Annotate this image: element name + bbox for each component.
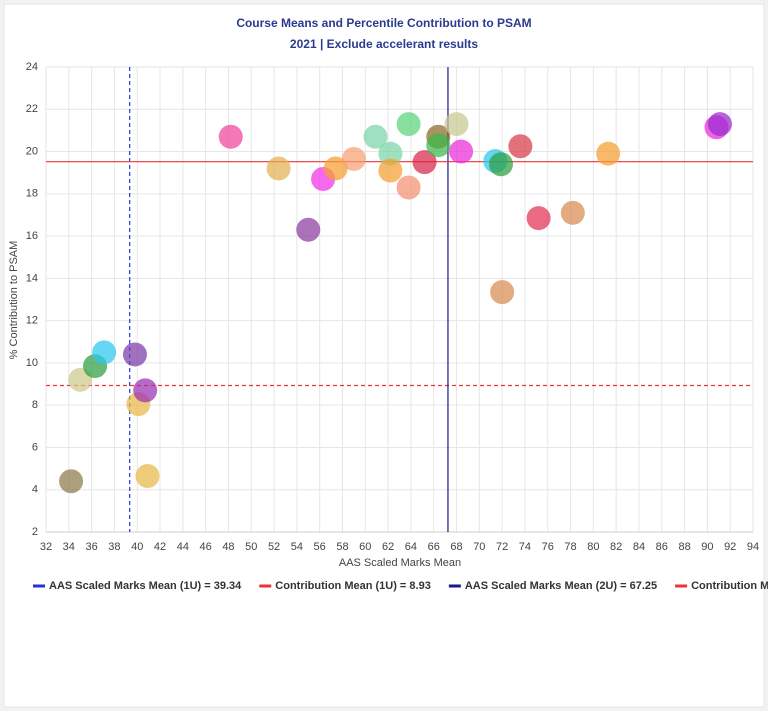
y-tick-label: 8 [32, 399, 38, 411]
y-tick-label: 18 [26, 188, 38, 200]
x-tick-label: 34 [63, 541, 75, 553]
point [59, 469, 84, 494]
point [596, 141, 621, 166]
point [323, 156, 348, 181]
x-tick-label: 46 [200, 541, 212, 553]
y-tick-label: 20 [26, 145, 38, 157]
x-tick-label: 82 [610, 541, 622, 553]
x-tick-label: 72 [496, 541, 508, 553]
x-tick-label: 38 [108, 541, 120, 553]
x-tick-label: 76 [542, 541, 554, 553]
x-tick-label: 78 [564, 541, 576, 553]
point [488, 152, 513, 177]
y-tick-label: 6 [32, 441, 38, 453]
point [135, 463, 160, 488]
x-tick-label: 94 [747, 541, 759, 553]
x-tick-label: 64 [405, 541, 417, 553]
point [133, 378, 158, 403]
x-tick-label: 74 [519, 541, 531, 553]
x-tick-label: 32 [40, 541, 52, 553]
legend-label: Contribution Mean (2U) = 19.52 [691, 580, 768, 592]
x-tick-label: 40 [131, 541, 143, 553]
y-tick-label: 4 [32, 484, 38, 496]
point [508, 134, 533, 159]
x-tick-label: 66 [428, 541, 440, 553]
x-tick-label: 54 [291, 541, 303, 553]
point [218, 124, 243, 149]
point [396, 175, 421, 200]
point [363, 124, 388, 149]
point [396, 112, 421, 137]
point [378, 158, 403, 183]
point [449, 139, 474, 164]
x-tick-label: 92 [724, 541, 736, 553]
point [707, 112, 732, 137]
point [526, 206, 551, 231]
x-axis-title: AAS Scaled Marks Mean [339, 557, 461, 569]
y-tick-label: 10 [26, 357, 38, 369]
x-tick-label: 58 [336, 541, 348, 553]
x-tick-label: 70 [473, 541, 485, 553]
x-tick-label: 68 [450, 541, 462, 553]
x-tick-label: 62 [382, 541, 394, 553]
y-tick-label: 22 [26, 103, 38, 115]
y-tick-label: 2 [32, 526, 38, 538]
point [266, 156, 291, 181]
legend-label: AAS Scaled Marks Mean (1U) = 39.34 [49, 580, 242, 592]
point [378, 141, 403, 166]
x-tick-label: 50 [245, 541, 257, 553]
point [296, 217, 321, 242]
x-tick-label: 80 [587, 541, 599, 553]
x-tick-label: 60 [359, 541, 371, 553]
y-axis-title: % Contribution to PSAM [8, 241, 20, 360]
point [122, 342, 147, 367]
point [444, 112, 469, 137]
x-tick-label: 86 [656, 541, 668, 553]
point [412, 150, 437, 175]
point [560, 200, 585, 225]
y-tick-label: 16 [26, 230, 38, 242]
legend-label: Contribution Mean (1U) = 8.93 [275, 580, 431, 592]
chart-subtitle: 2021 | Exclude accelerant results [290, 37, 478, 51]
point [341, 146, 366, 171]
y-tick-label: 14 [26, 272, 38, 284]
x-tick-label: 90 [701, 541, 713, 553]
y-tick-label: 24 [26, 61, 38, 73]
x-tick-label: 84 [633, 541, 645, 553]
x-tick-label: 36 [85, 541, 97, 553]
point [92, 340, 117, 365]
x-tick-label: 88 [678, 541, 690, 553]
x-tick-label: 42 [154, 541, 166, 553]
legend-label: AAS Scaled Marks Mean (2U) = 67.25 [465, 580, 657, 592]
x-tick-label: 48 [222, 541, 234, 553]
x-tick-label: 44 [177, 541, 189, 553]
point [426, 133, 451, 158]
chart-title: Course Means and Percentile Contribution… [236, 16, 531, 30]
point [490, 280, 515, 305]
x-tick-label: 56 [314, 541, 326, 553]
x-tick-label: 52 [268, 541, 280, 553]
y-tick-label: 12 [26, 315, 38, 327]
